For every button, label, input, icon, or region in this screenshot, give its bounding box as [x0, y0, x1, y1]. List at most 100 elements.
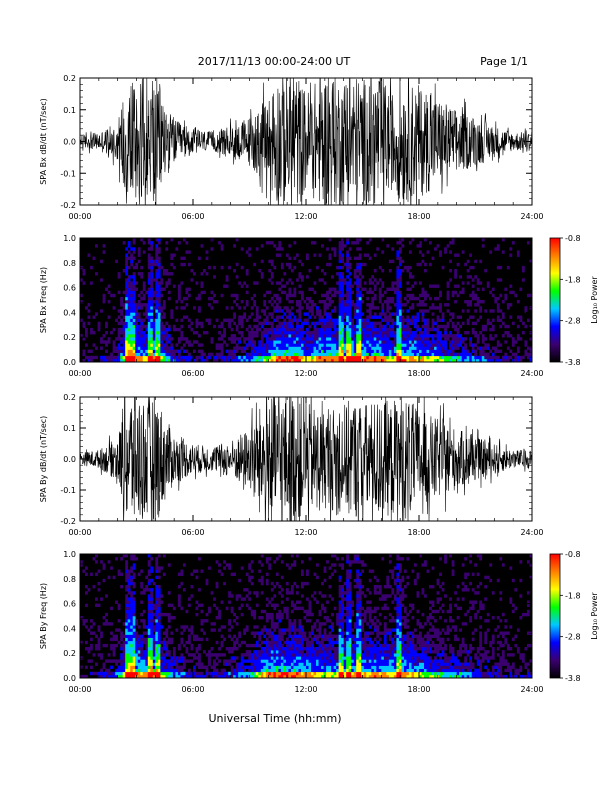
colorbar-tick-label: -0.8 [565, 234, 581, 243]
spectrogram-cell [160, 662, 164, 666]
spectrogram-cell [343, 349, 347, 353]
spectrogram-cell [431, 256, 435, 260]
spectrogram-cell [165, 650, 169, 654]
spectrogram-cell [278, 331, 282, 335]
spectrogram-cell [250, 668, 254, 673]
spectrogram-cell [167, 563, 171, 567]
spectrogram-cell [265, 671, 269, 676]
spectrogram-cell [233, 643, 236, 648]
spectrogram-cell [293, 343, 297, 347]
spectrogram-cell [162, 640, 166, 645]
spectrogram-cell [273, 659, 277, 663]
spectrogram-cell [300, 650, 304, 654]
spectrogram-cell [132, 287, 136, 291]
spectrogram-cell [343, 334, 347, 338]
spectrogram-cell [489, 290, 493, 295]
spectrogram-cell [137, 306, 141, 310]
spectrogram-cell [125, 597, 129, 601]
spectrogram-cell [135, 653, 139, 657]
spectrogram-cell [195, 331, 199, 335]
spectrogram-cell [293, 241, 297, 245]
spectrogram-cell [263, 358, 267, 363]
spectrogram-cell [85, 566, 88, 570]
spectrogram-cell [97, 653, 101, 657]
spectrogram-cell [130, 327, 134, 332]
spectrogram-cell [225, 284, 229, 288]
spectrogram-cell [288, 656, 292, 660]
spectrogram-cell [100, 560, 103, 564]
spectrogram-cell [328, 343, 332, 347]
spectrogram-cell [426, 321, 430, 326]
spectrogram-cell [105, 643, 108, 648]
spectrogram-cell [130, 334, 134, 338]
series-line [80, 397, 532, 521]
spectrogram-cell [147, 640, 151, 645]
spectrogram-cell [486, 355, 490, 360]
spectrogram-cell [383, 337, 387, 341]
spectrogram-cell [205, 318, 209, 322]
spectrogram-cell [127, 256, 131, 260]
spectrogram-cell [195, 340, 199, 344]
spectrogram-cell [145, 674, 149, 679]
spectrogram-cell [464, 355, 468, 360]
spectrogram-cell [157, 662, 161, 666]
spectrogram-cell [306, 656, 309, 660]
spectrogram-cell [295, 355, 299, 360]
spectrogram-cell [308, 612, 312, 617]
spectrogram-cell [343, 321, 347, 326]
spectrogram-cell [260, 355, 264, 360]
spectrogram-cell [268, 241, 272, 245]
spectrogram-cell [321, 327, 324, 332]
spectrogram-cell [135, 647, 139, 651]
spectrogram-cell [403, 334, 407, 338]
spectrogram-cell [326, 337, 329, 341]
spectrogram-cell [285, 671, 289, 676]
spectrogram-cell [285, 591, 289, 595]
spectrogram-cell [348, 346, 352, 350]
spectrogram-cell [326, 303, 329, 307]
spectrogram-cell [444, 250, 447, 254]
spectrogram-cell [348, 337, 352, 341]
spectrogram-cell [127, 358, 131, 363]
spectrogram-cell [275, 612, 279, 617]
spectrogram-cell [137, 327, 141, 332]
spectrogram-cell [140, 643, 144, 648]
spectrogram-cell [150, 269, 154, 273]
spectrogram-cell [474, 293, 478, 298]
spectrogram-cell [147, 603, 151, 607]
spectrogram-cell [321, 293, 324, 298]
spectrogram-cell [346, 241, 349, 245]
spectrogram-cell [381, 284, 385, 288]
spectrogram-cell [298, 259, 302, 264]
spectrogram-cell [341, 256, 344, 260]
spectrogram-cell [270, 259, 274, 264]
page-title: 2017/11/13 00:00-24:00 UT [198, 55, 351, 68]
spectrogram-cell [120, 327, 123, 332]
spectrogram-cell [270, 674, 274, 679]
spectrogram-cell [406, 287, 410, 291]
spectrogram-cell [459, 334, 462, 338]
spectrogram-cell [316, 656, 319, 660]
spectrogram-cell [160, 293, 164, 298]
spectrogram-cell [100, 668, 103, 673]
spectrogram-cell [258, 671, 262, 676]
spectrogram-cell [514, 340, 518, 344]
spectrogram-cell [471, 355, 475, 360]
spectrogram-cell [270, 349, 274, 353]
spectrogram-cell [278, 287, 282, 291]
spectrogram-cell [258, 634, 262, 638]
spectrogram-cell [135, 346, 139, 350]
spectrogram-cell [343, 315, 347, 319]
spectrogram-cell [363, 355, 367, 360]
spectrogram-cell [248, 591, 252, 595]
spectrogram-cell [396, 346, 400, 350]
spectrogram-cell [268, 346, 272, 350]
spectrogram-cell [258, 656, 262, 660]
spectrogram-cell [436, 284, 440, 288]
spectrogram-cell [285, 340, 289, 344]
spectrogram-cell [147, 293, 151, 298]
spectrogram-cell [464, 349, 468, 353]
colorbar-label: Log₁₀ Power [590, 276, 599, 324]
spectrogram-cell [431, 343, 435, 347]
spectrogram-cell [125, 309, 129, 313]
